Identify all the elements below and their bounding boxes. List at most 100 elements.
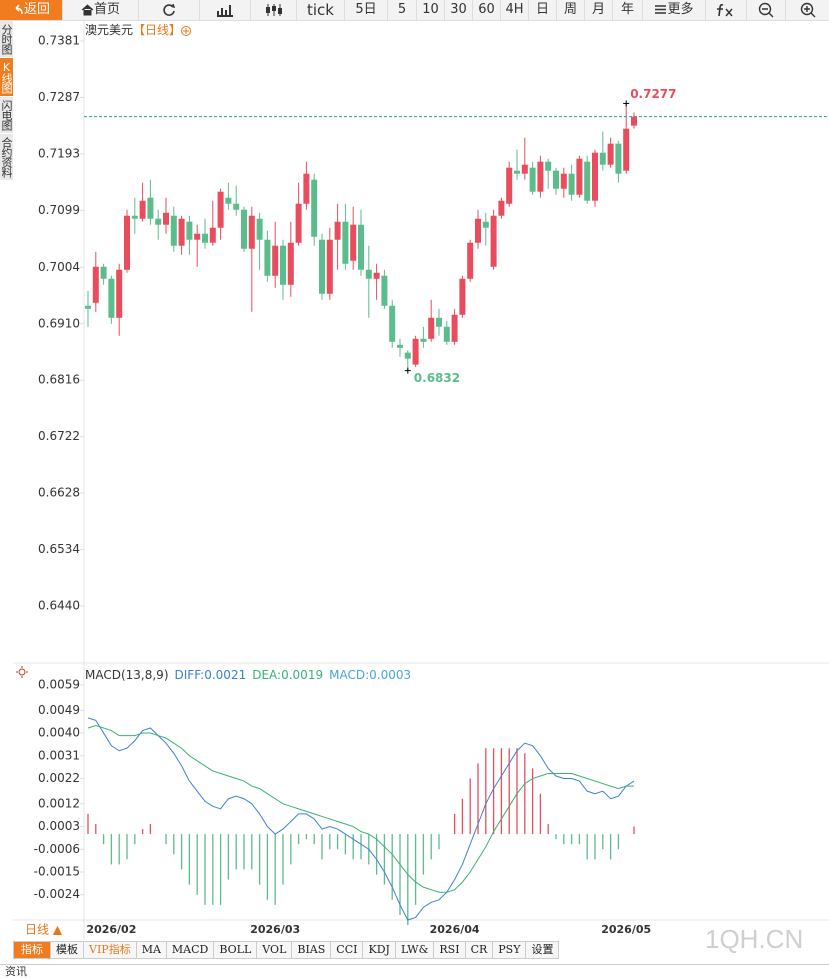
more-button[interactable]: 更多 [643,0,706,20]
y-tick-label: 0.7287 [38,90,80,104]
back-label: 返回 [23,2,50,17]
candle-body [326,239,333,294]
legend-sep: : [277,668,281,682]
indicator-button[interactable]: RSI [434,941,466,959]
candle-body [295,203,302,243]
candle-body [475,218,481,243]
y-tick-label: -0.0024 [34,887,80,901]
indicator-button[interactable]: MACD [166,941,215,959]
candle-body [521,164,528,174]
legend-sep: : [200,668,204,682]
indicator-button[interactable]: BIAS [292,941,332,959]
candle-body [233,203,240,210]
candle-body [467,242,474,279]
candle-body [615,143,622,174]
candle-body [100,266,107,279]
period-button[interactable]: 月 [585,0,613,20]
indicator-button[interactable]: 指标 [13,941,51,959]
max-label: 0.7277 [630,87,676,101]
candle-body [365,269,372,279]
side-tab[interactable]: 分时图 [0,21,13,58]
y-tick-label: 0.7193 [38,146,80,160]
candle-body [264,239,271,276]
period: 【日线】 [133,23,181,37]
candle-body [131,215,138,219]
candle-body [436,317,442,327]
formula-button[interactable] [706,0,747,20]
indicator-button[interactable]: PSY [493,941,527,959]
watermark: 1QH.CN [705,924,804,954]
plot-bg [84,20,829,940]
legend-name: DIFF [175,668,202,682]
x-tick-label: 2026/02 [86,923,136,936]
candle-body [108,278,115,318]
y-tick-label: 0.6440 [38,598,80,612]
indicator-button[interactable]: BOLL [214,941,258,959]
indicator-button[interactable]: MA [136,941,167,959]
candle-button[interactable] [251,0,297,20]
side-tab[interactable]: 闪电图 [0,97,13,134]
y-tick-label: 0.6534 [38,542,80,556]
candle-body [241,209,247,249]
side-tab[interactable]: 合约资料 [0,134,13,181]
legend-name: DEA [252,668,278,682]
candle-body [163,212,169,225]
more-label: 更多 [667,2,694,17]
side-tab[interactable]: K线图 [0,58,13,97]
candle-body [560,173,567,189]
home-label: 首页 [93,2,120,17]
indicator-button[interactable]: LW& [395,941,435,959]
period-button[interactable]: 4H [501,0,529,20]
indicator-button[interactable]: 模板 [51,941,84,959]
refresh-button[interactable] [139,0,200,20]
macd-legend: MACD(13,8,9) DIFF:0.0021 DEA:0.0019 MACD:0.… [85,668,411,682]
zoom-in-button[interactable] [786,0,829,20]
legend-value: 0.0021 [204,668,246,682]
bar-chart-button[interactable] [200,0,251,20]
macd-title: MACD(13,8,9) [85,668,169,682]
period-button[interactable]: 60 [473,0,501,20]
candle-body [256,218,263,240]
candle-body [350,224,357,261]
indicator-button[interactable]: CR [465,941,494,959]
period-button[interactable]: 5日 [345,0,388,20]
indicator-button[interactable]: VOL [257,941,293,959]
y-tick-label: -0.0006 [34,842,80,856]
period-tab[interactable]: 日线 ▲ [25,923,63,937]
period-button[interactable]: 年 [613,0,643,20]
candle-body [490,215,497,267]
candle-body [428,317,435,339]
period-button[interactable]: 10 [417,0,445,20]
period-button[interactable]: 周 [557,0,585,20]
candle-body [498,200,505,216]
candle-body [272,245,279,276]
back-button[interactable]: 返回 [0,0,63,20]
macd-line [87,724,634,893]
chart-title: 澳元美元【日线】 [85,23,181,37]
period-button[interactable]: 5 [388,0,417,20]
settings-icon[interactable] [16,666,28,678]
home-button[interactable]: 首页 [63,0,139,20]
candle-body [334,221,341,240]
period-button[interactable]: 30 [445,0,473,20]
indicator-button[interactable]: KDJ [363,941,396,959]
footer-tab[interactable]: 资讯 [5,965,27,978]
indicator-button[interactable]: VIP指标 [84,941,137,959]
indicator-button[interactable]: 设置 [526,941,560,959]
period-button[interactable]: tick [297,0,345,20]
x-tick-label: 2026/05 [601,923,651,936]
candle-body [303,173,310,204]
candle-body [389,305,396,342]
candle-body [194,233,201,240]
x-tick-label: 2026/03 [250,923,300,936]
candle-body [147,197,154,219]
indicator-button[interactable]: CCI [331,941,364,959]
zoom-out-button[interactable] [747,0,786,20]
candle-body [217,191,224,228]
period-button[interactable]: 日 [529,0,557,20]
y-tick-label: 0.0012 [38,796,80,810]
y-tick-label: 0.0031 [38,748,80,762]
candle-body [92,266,99,303]
y-tick-label: 0.7004 [38,260,80,274]
add-icon[interactable] [181,26,191,36]
